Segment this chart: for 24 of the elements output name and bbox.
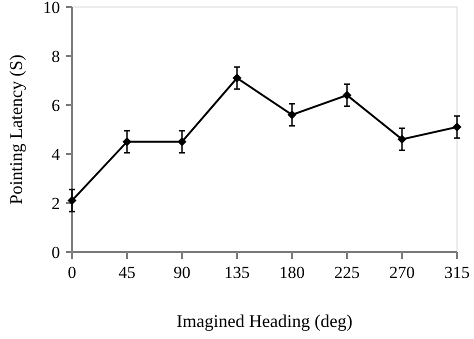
- point: [398, 134, 406, 144]
- x-tick-label: 225: [334, 263, 360, 282]
- y-tick-label: 2: [52, 194, 60, 213]
- x-tick-label: 90: [174, 263, 190, 282]
- x-tick-label: 270: [389, 263, 415, 282]
- point: [178, 137, 186, 146]
- y-tick-label: 0: [52, 242, 60, 262]
- point: [68, 196, 76, 206]
- y-tick-label: 8: [52, 46, 60, 66]
- y-axis-title: Pointing Latency (S): [6, 54, 26, 204]
- x-tick-label: 0: [68, 263, 76, 282]
- y-tick-label: 10: [43, 0, 60, 17]
- x-tick-label: 315: [444, 263, 470, 282]
- y-tick-label: 6: [52, 96, 60, 115]
- x-axis-title: Imagined Heading (deg): [176, 311, 352, 331]
- x-tick-label: 135: [224, 263, 250, 282]
- point: [122, 137, 132, 146]
- x-tick-label: 45: [118, 263, 136, 282]
- point: [342, 90, 352, 100]
- point: [232, 74, 242, 83]
- point: [452, 122, 462, 132]
- x-tick-label: 180: [279, 263, 305, 282]
- point: [288, 110, 296, 120]
- y-tick-label: 4: [52, 144, 60, 164]
